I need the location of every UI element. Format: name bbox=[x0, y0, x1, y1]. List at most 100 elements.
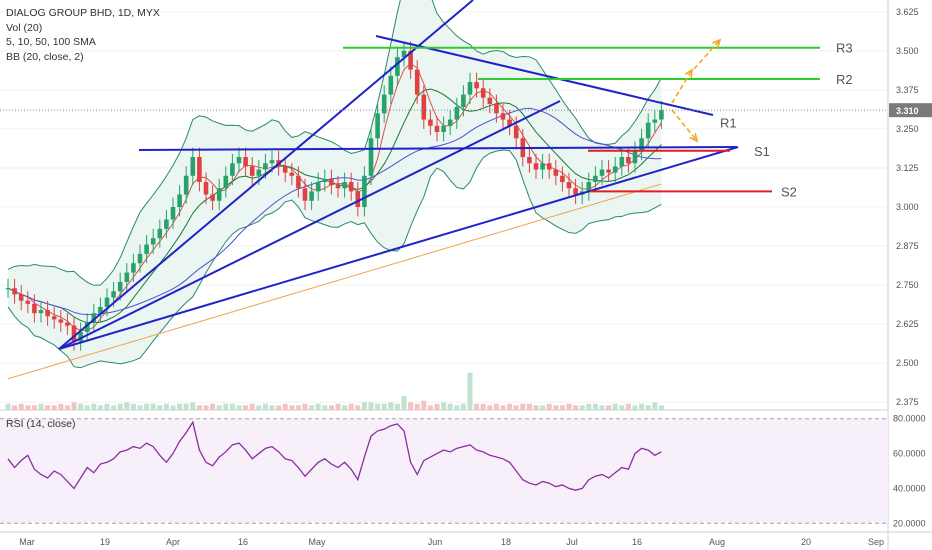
projection-arrow-down-head bbox=[689, 133, 699, 143]
volume-bar bbox=[355, 405, 361, 410]
volume-bar bbox=[513, 405, 519, 410]
volume-bar bbox=[111, 405, 117, 410]
rsi-tick-label: 40.0000 bbox=[893, 483, 926, 493]
volume-bar bbox=[592, 403, 598, 410]
volume-indicator-label[interactable]: Vol (20) bbox=[6, 21, 43, 34]
volume-bar bbox=[269, 405, 275, 410]
candle-body bbox=[32, 303, 37, 314]
candle-body bbox=[467, 82, 473, 95]
candle-body bbox=[507, 119, 512, 126]
volume-bar bbox=[612, 403, 618, 410]
candle-body bbox=[5, 288, 11, 290]
bb-upper-band bbox=[7, 0, 662, 286]
candle-body bbox=[480, 88, 486, 98]
candle-body bbox=[25, 300, 31, 304]
volume-bar bbox=[5, 403, 11, 410]
candle-body bbox=[117, 281, 123, 292]
rsi-indicator-label[interactable]: RSI (14, close) bbox=[6, 418, 76, 430]
candle-body bbox=[177, 194, 182, 207]
volume-bar bbox=[526, 403, 532, 410]
candle-body bbox=[91, 313, 97, 323]
volume-bar bbox=[467, 372, 473, 410]
volume-bar bbox=[177, 403, 183, 410]
volume-bar bbox=[493, 403, 499, 410]
candle-body bbox=[335, 185, 341, 189]
candle-body bbox=[289, 172, 295, 176]
time-tick-label: 16 bbox=[238, 537, 248, 547]
candle-body bbox=[137, 253, 143, 264]
candle-body bbox=[322, 178, 328, 183]
volume-bar bbox=[249, 403, 255, 410]
volume-bar bbox=[599, 405, 605, 410]
volume-bar bbox=[421, 400, 427, 410]
candle-body bbox=[157, 228, 163, 239]
candle-body bbox=[626, 157, 631, 164]
level-r1-label: R1 bbox=[720, 116, 737, 131]
volume-bar bbox=[170, 405, 176, 410]
volume-bar bbox=[619, 405, 625, 410]
volume-bar bbox=[183, 403, 189, 410]
candle-body bbox=[296, 175, 301, 189]
volume-bars bbox=[5, 372, 664, 410]
candle-body bbox=[428, 119, 433, 126]
price-tick-label: 3.375 bbox=[896, 85, 919, 95]
bb-indicator-label[interactable]: BB (20, close, 2) bbox=[6, 50, 84, 63]
volume-bar bbox=[579, 405, 585, 410]
volume-bar bbox=[243, 405, 249, 410]
volume-bar bbox=[84, 405, 90, 410]
volume-bar bbox=[51, 405, 57, 410]
volume-bar bbox=[507, 403, 513, 410]
volume-bar bbox=[553, 405, 559, 410]
candle-body bbox=[104, 297, 110, 307]
candle-body bbox=[381, 94, 387, 114]
bb-lower-band bbox=[7, 149, 662, 369]
horizontal-support-line bbox=[138, 146, 738, 151]
volume-bar bbox=[533, 405, 539, 410]
price-tick-label: 2.750 bbox=[896, 280, 919, 290]
candle-body bbox=[368, 138, 374, 176]
volume-bar bbox=[282, 403, 288, 410]
volume-bar bbox=[454, 405, 460, 410]
volume-bar bbox=[117, 403, 123, 410]
candle-body bbox=[606, 169, 611, 173]
volume-bar bbox=[91, 403, 97, 410]
candle-body bbox=[329, 178, 334, 186]
volume-bar bbox=[236, 405, 242, 410]
time-tick-label: Jul bbox=[566, 537, 578, 547]
last-price-value: 3.310 bbox=[896, 106, 919, 116]
candlesticks bbox=[5, 41, 664, 351]
lower-channel-line bbox=[58, 100, 561, 350]
candle-body bbox=[236, 157, 242, 164]
volume-bar bbox=[394, 403, 400, 410]
candle-body bbox=[401, 50, 407, 58]
price-tick-label: 2.625 bbox=[896, 319, 919, 329]
candle-body bbox=[362, 175, 367, 207]
candle-body bbox=[216, 188, 222, 201]
volume-bar bbox=[401, 396, 407, 410]
volume-bar bbox=[652, 402, 658, 410]
rsi-tick-label: 80.0000 bbox=[893, 414, 926, 424]
candle-body bbox=[164, 219, 169, 229]
candle-body bbox=[58, 319, 64, 323]
volume-bar bbox=[566, 403, 572, 410]
candle-body bbox=[51, 316, 57, 320]
descending-resistance-line bbox=[375, 35, 714, 116]
drawn-lines[interactable]: R3 R2 R1 S1 S2 bbox=[58, 0, 853, 350]
sma-indicator-label[interactable]: 5, 10, 50, 100 SMA bbox=[6, 36, 96, 48]
volume-bar bbox=[500, 405, 506, 410]
candle-body bbox=[527, 157, 532, 164]
candle-body bbox=[71, 325, 77, 342]
candle-body bbox=[408, 50, 413, 70]
projection-arrow-up-1-head bbox=[684, 68, 693, 79]
candle-body bbox=[355, 191, 361, 207]
level-s1-label: S1 bbox=[754, 144, 770, 159]
candle-body bbox=[593, 175, 598, 183]
candle-body bbox=[645, 122, 651, 139]
candle-body bbox=[573, 188, 578, 195]
volume-bar bbox=[573, 405, 579, 410]
candle-body bbox=[632, 150, 638, 164]
candle-body bbox=[84, 322, 90, 332]
volume-bar bbox=[381, 403, 387, 410]
volume-bar bbox=[388, 402, 394, 410]
